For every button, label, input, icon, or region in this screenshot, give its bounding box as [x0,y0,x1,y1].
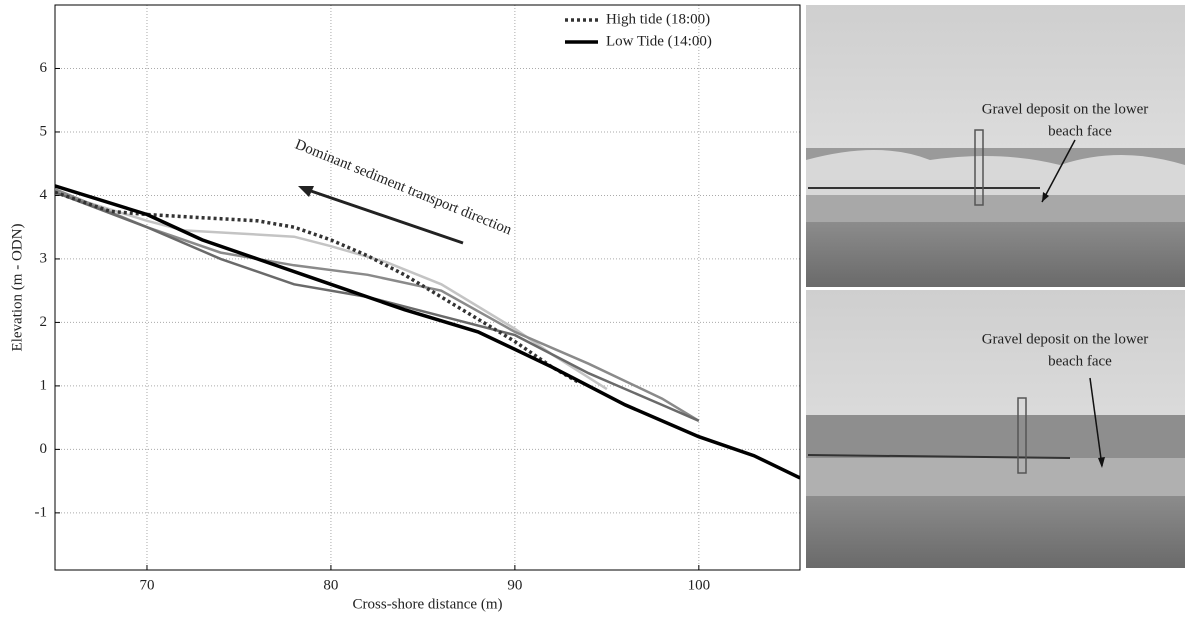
y-axis-label: Elevation (m - ODN) [9,224,25,352]
y-tick-label: 5 [40,123,48,139]
photo-label: beach face [1048,123,1112,139]
legend-label: Low Tide (14:00) [606,33,712,49]
data-line [55,184,800,480]
x-tick-label: 70 [139,577,154,593]
data-line [55,187,700,422]
y-tick-label: 2 [40,314,48,330]
y-tick-label: -1 [35,504,48,520]
legend-label: High tide (18:00) [606,11,710,27]
annotation-arrow [307,188,464,245]
x-tick-label: 80 [323,577,338,593]
photo-label: beach face [1048,353,1112,369]
series-group [55,184,800,480]
photo-label: Gravel deposit on the lower [982,101,1149,117]
y-tick-label: 0 [40,441,48,457]
annotation-arrowhead [298,186,314,197]
photo-bottom [806,290,1185,568]
photo-arrowhead [1098,457,1105,468]
x-axis-label: Cross-shore distance (m) [353,596,503,612]
photo-top [806,5,1185,287]
data-line [55,191,700,422]
photo-label: Gravel deposit on the lower [982,331,1149,347]
y-tick-label: 4 [40,187,48,203]
data-line [55,190,581,385]
y-tick-label: 3 [40,250,48,266]
y-tick-label: 6 [40,60,48,76]
plot-frame [54,4,801,571]
x-tick-label: 90 [507,577,522,593]
y-tick-label: 1 [40,377,48,393]
photo-arrow [1041,139,1076,203]
x-tick-label: 100 [688,577,711,593]
photo-arrow [1089,377,1103,467]
photo-arrowhead [1042,192,1049,202]
